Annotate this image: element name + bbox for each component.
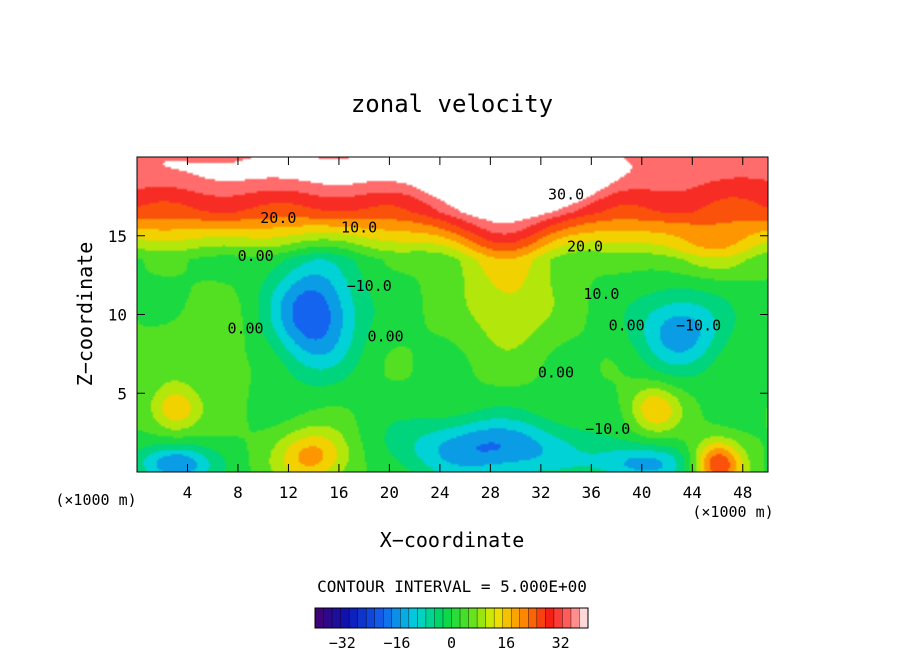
y-tick-label-5: 5	[117, 384, 127, 403]
colorbar-cell	[451, 608, 461, 628]
colorbar-cell	[460, 608, 469, 628]
colorbar-cell	[553, 608, 563, 628]
chart-title: zonal velocity	[351, 90, 553, 118]
contour-label-12: −10.0	[585, 420, 630, 438]
x-tick-label-24: 24	[430, 483, 449, 502]
colorbar-tick-label--16: −16	[383, 634, 410, 652]
colorbar-cell	[323, 608, 333, 628]
contour-label-1: 20.0	[260, 209, 296, 227]
colorbar-cell	[468, 608, 478, 628]
colorbar-tick-label--32: −32	[329, 634, 356, 652]
colorbar-cell	[332, 608, 341, 628]
contour-label-9: 0.00	[609, 316, 645, 334]
colorbar-cell	[434, 608, 444, 628]
colorbar-cell	[417, 608, 427, 628]
colorbar-cell	[425, 608, 435, 628]
contour-labels: 30.0 20.0 10.0 0.00 −10.0 0.00 0.00 20.0 10.0 0.0…	[227, 186, 721, 439]
colorbar-cell	[340, 608, 350, 628]
contour-label-11: −10.0	[676, 316, 721, 334]
y-axis-label: Z−coordinate	[73, 242, 97, 387]
colorbar-cell	[536, 608, 546, 628]
y-axis: 5 10 15	[108, 227, 768, 403]
colorbar-cell	[579, 608, 589, 628]
colorbar-cell	[545, 608, 555, 628]
contour-label-4: −10.0	[347, 277, 392, 295]
contour-label-7: 20.0	[567, 238, 603, 256]
colorbar-cell	[349, 608, 359, 628]
contour-label-5: 0.00	[227, 319, 263, 337]
x-tick-label-48: 48	[733, 483, 752, 502]
x-tick-label-20: 20	[380, 483, 399, 502]
contour-label-8: 10.0	[583, 285, 619, 303]
colorbar-cell	[315, 608, 324, 628]
colorbar-cell	[528, 608, 538, 628]
colorbar-tick-label-16: 16	[497, 634, 515, 652]
x-tick-label-4: 4	[183, 483, 193, 502]
x-axis: 4 8 12 16 20 24 28 32 36 40 44 48	[183, 157, 752, 502]
colorbar: −32 −16 0 16 32	[314, 607, 589, 652]
contour-label-3: 0.00	[238, 247, 274, 265]
colorbar-cell	[357, 608, 367, 628]
colorbar-cell	[391, 608, 401, 628]
y-tick-label-10: 10	[108, 306, 127, 325]
colorbar-tick-label-32: 32	[552, 634, 570, 652]
colorbar-cell	[502, 608, 512, 628]
contour-label-6: 0.00	[368, 327, 404, 345]
colorbar-cell	[511, 608, 521, 628]
colorbar-cell	[485, 608, 495, 628]
contour-label-10: 0.00	[538, 364, 574, 382]
colorbar-frame	[314, 607, 589, 629]
colorbar-cell	[477, 608, 487, 628]
colorbar-ticks: −32 −16 0 16 32	[329, 634, 570, 652]
contour-label-2: 10.0	[341, 219, 377, 237]
x-tick-label-40: 40	[632, 483, 651, 502]
colorbar-cell	[408, 608, 418, 628]
colorbar-cell	[562, 608, 572, 628]
x-unit-right: (×1000 m)	[692, 503, 773, 521]
plot-area: 30.0 20.0 10.0 0.00 −10.0 0.00 0.00 20.0 10.0 0.0…	[136, 156, 769, 473]
x-tick-label-36: 36	[582, 483, 601, 502]
colorbar-cell	[400, 608, 410, 628]
colorbar-cell	[383, 608, 393, 628]
x-tick-label-32: 32	[531, 483, 550, 502]
x-tick-label-8: 8	[233, 483, 243, 502]
x-axis-label: X−coordinate	[380, 528, 525, 552]
contour-label-0: 30.0	[548, 186, 584, 204]
colorbar-cell	[494, 608, 504, 628]
x-tick-label-28: 28	[481, 483, 500, 502]
colorbar-cell	[366, 608, 376, 628]
x-tick-label-12: 12	[279, 483, 298, 502]
colorbar-cells	[315, 608, 589, 628]
colorbar-tick-label-0: 0	[447, 634, 456, 652]
colorbar-cell	[570, 608, 580, 628]
colorbar-cell	[374, 608, 384, 628]
contour-interval-text: CONTOUR INTERVAL = 5.000E+00	[317, 577, 587, 596]
colorbar-cell	[442, 608, 452, 628]
colorbar-cell	[519, 608, 529, 628]
velocity-field	[137, 157, 768, 472]
x-tick-label-16: 16	[329, 483, 348, 502]
x-unit-left: (×1000 m)	[55, 491, 136, 509]
x-tick-label-44: 44	[683, 483, 702, 502]
y-tick-label-15: 15	[108, 227, 127, 246]
